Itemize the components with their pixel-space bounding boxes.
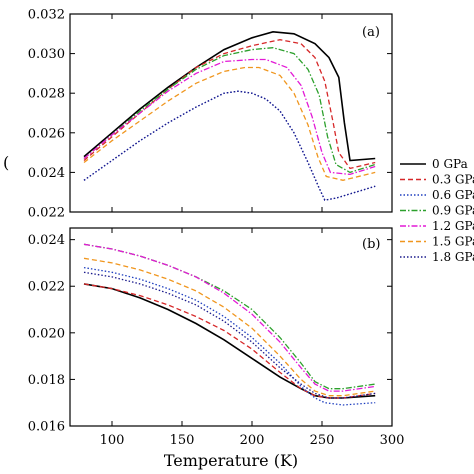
y-tick-label: 0.030 [28,47,65,62]
y-tick-label: 0.026 [28,126,65,141]
y-tick-label: 0.024 [28,233,65,248]
y-tick-label: 0.020 [28,326,65,341]
series-line-0-gpa [83,283,376,399]
panel-a-ticks: 0.022 0.024 0.026 0.028 0.030 0.032 [28,8,393,221]
y-tick-label: 0.022 [28,206,65,221]
series-line-0.6-gpa [83,90,376,201]
panel-a-series [83,30,376,201]
y-tick-label: 0.016 [28,420,65,435]
legend-entry-label: 1.8 GPa [432,250,474,264]
series-line-0.9-gpa [83,47,376,174]
x-tick-label: 150 [170,433,195,448]
series-line-0.9-gpa [83,243,376,390]
legend-entry-label: 0.3 GPa [432,173,474,187]
panel-a: 0.022 0.024 0.026 0.028 0.030 0.032 (a) ( [3,8,393,221]
panel-a-ylabel: ( [3,153,9,172]
panel-b-series [83,243,376,406]
legend-entry-label: 0.6 GPa [432,188,474,202]
y-tick-label: 0.018 [28,373,65,388]
legend-entry-label: 0 GPa [432,157,468,171]
y-tick-label: 0.024 [28,166,65,181]
y-tick-label: 0.022 [28,280,65,295]
panel-a-frame [69,13,393,213]
series-line-1.2-gpa [83,58,376,176]
y-tick-label: 0.028 [28,87,65,102]
panel-b-label: (b) [362,237,380,252]
x-tick-label: 200 [240,433,265,448]
x-tick-label: 250 [310,433,335,448]
series-line-0.3-gpa [83,283,376,399]
series-line-1.2-gpa [83,243,376,392]
panel-b: 0.016 0.018 0.020 0.022 0.024 100 150 200 250 300… [28,227,405,470]
series-line-0.3-gpa [83,39,376,170]
series-line-0-gpa [83,30,376,162]
series-line-1.5-gpa [83,66,376,181]
x-tick-label: 100 [100,433,125,448]
legend-entry-label: 0.9 GPa [432,204,474,218]
series-line-1.5-gpa [83,257,376,397]
series-line-1.8-gpa [83,90,376,201]
x-axis-label: Temperature (K) [164,451,298,470]
panel-b-frame [69,227,393,427]
legend-entry-label: 1.2 GPa [432,219,474,233]
panel-b-ticks: 0.016 0.018 0.020 0.022 0.024 100 150 200 250 300 [28,228,405,448]
series-line-1.8-gpa [83,271,376,399]
series-line-0.6-gpa [83,266,376,406]
legend-entry-label: 1.5 GPa [432,235,474,249]
x-tick-label: 300 [380,433,405,448]
panel-a-label: (a) [362,25,380,40]
y-tick-label: 0.032 [28,8,65,23]
